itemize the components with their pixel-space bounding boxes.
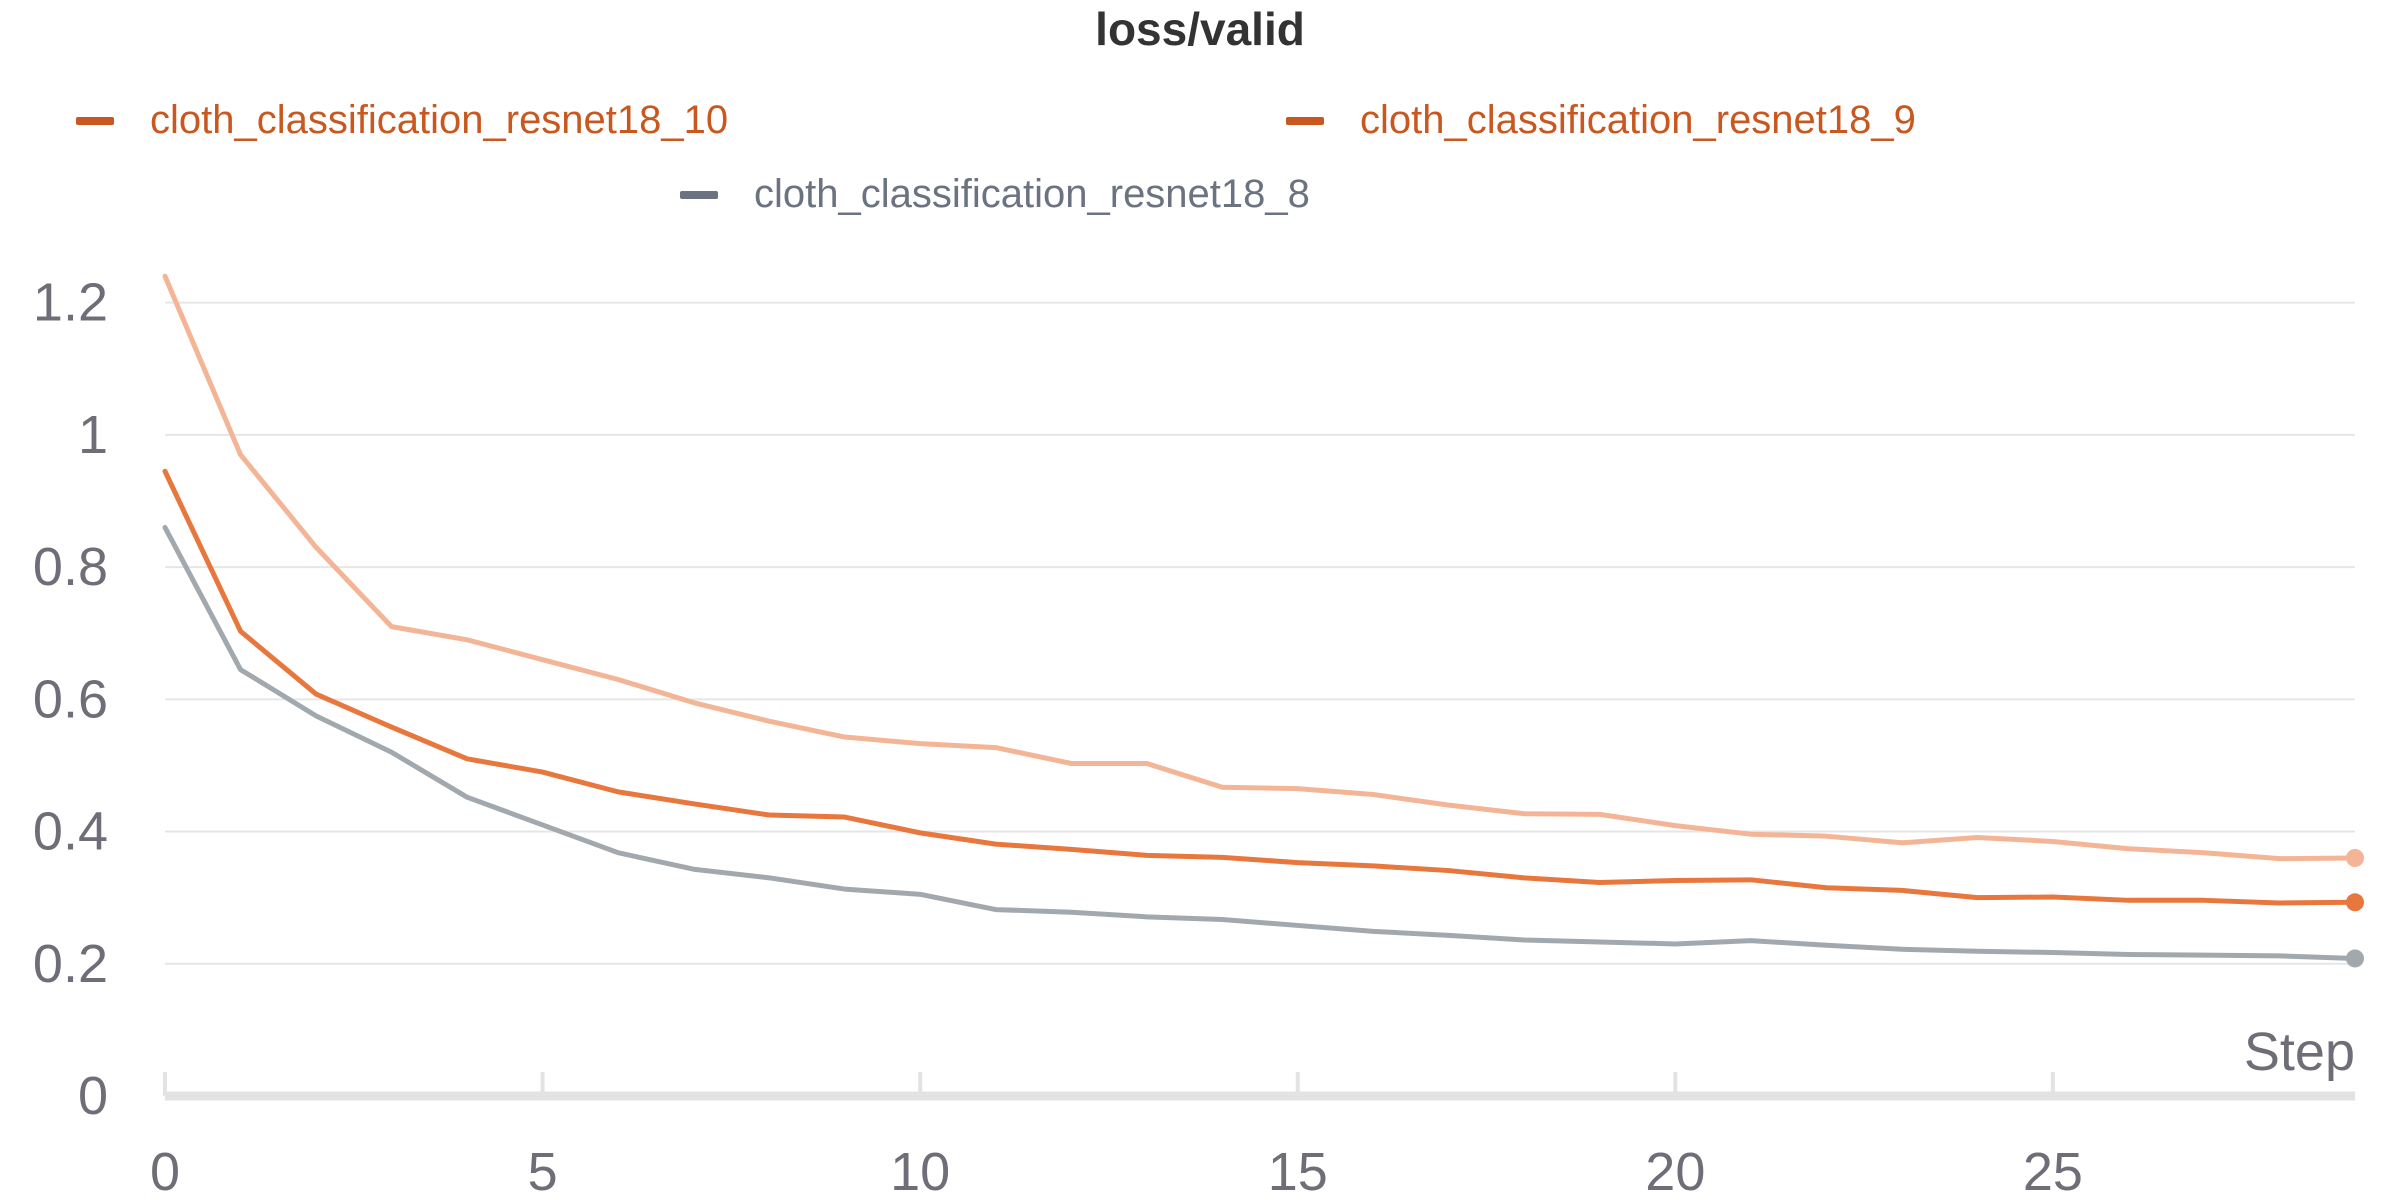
- x-tick-label: 5: [528, 1142, 558, 1200]
- legend-item-run-9[interactable]: cloth_classification_resnet18_9: [1286, 98, 1916, 143]
- series-end-point-0[interactable]: [2346, 849, 2364, 867]
- series-lines: [162, 273, 2364, 968]
- legend-label-run-9: cloth_classification_resnet18_9: [1360, 98, 1916, 142]
- legend-item-run-10[interactable]: cloth_classification_resnet18_10: [76, 98, 728, 143]
- legend-item-run-8[interactable]: cloth_classification_resnet18_8: [680, 172, 1310, 217]
- y-tick-label: 0.6: [33, 669, 108, 729]
- series-line-1[interactable]: [162, 468, 2358, 906]
- y-tick-label: 0.4: [33, 802, 108, 862]
- series-end-point-2[interactable]: [2346, 949, 2364, 968]
- chart-title: loss/valid: [1095, 3, 1305, 55]
- x-tick-label: 15: [1268, 1142, 1328, 1200]
- y-axis-tick-labels: 0 0.2 0.4 0.6 0.8 1 1.2: [33, 273, 108, 1126]
- y-tick-label: 0.8: [33, 537, 108, 597]
- y-tick-label: 1.2: [33, 273, 108, 333]
- series-end-point-1[interactable]: [2346, 893, 2364, 912]
- x-axis-title: Step: [2244, 1022, 2355, 1082]
- series-line-0[interactable]: [162, 273, 2358, 862]
- legend-swatch-run-8: [680, 190, 718, 199]
- legend-swatch-run-9: [1286, 116, 1324, 125]
- x-tick-label: 0: [150, 1142, 180, 1200]
- x-axis-tick-labels: 0 5 10 15 20 25: [150, 1142, 2083, 1200]
- grid-lines: [165, 301, 2355, 965]
- legend-label-run-10: cloth_classification_resnet18_10: [150, 98, 729, 142]
- x-tick-label: 25: [2023, 1142, 2083, 1200]
- x-axis: [163, 1072, 2355, 1101]
- y-tick-label: 1: [78, 405, 108, 465]
- legend-label-run-8: cloth_classification_resnet18_8: [754, 172, 1310, 216]
- x-tick-label: 10: [890, 1142, 950, 1200]
- x-tick-label: 20: [1645, 1142, 1705, 1200]
- y-tick-label: 0.2: [33, 934, 108, 994]
- y-tick-label: 0: [78, 1066, 108, 1126]
- series-line-2[interactable]: [162, 524, 2358, 961]
- legend-swatch-run-10: [76, 116, 114, 125]
